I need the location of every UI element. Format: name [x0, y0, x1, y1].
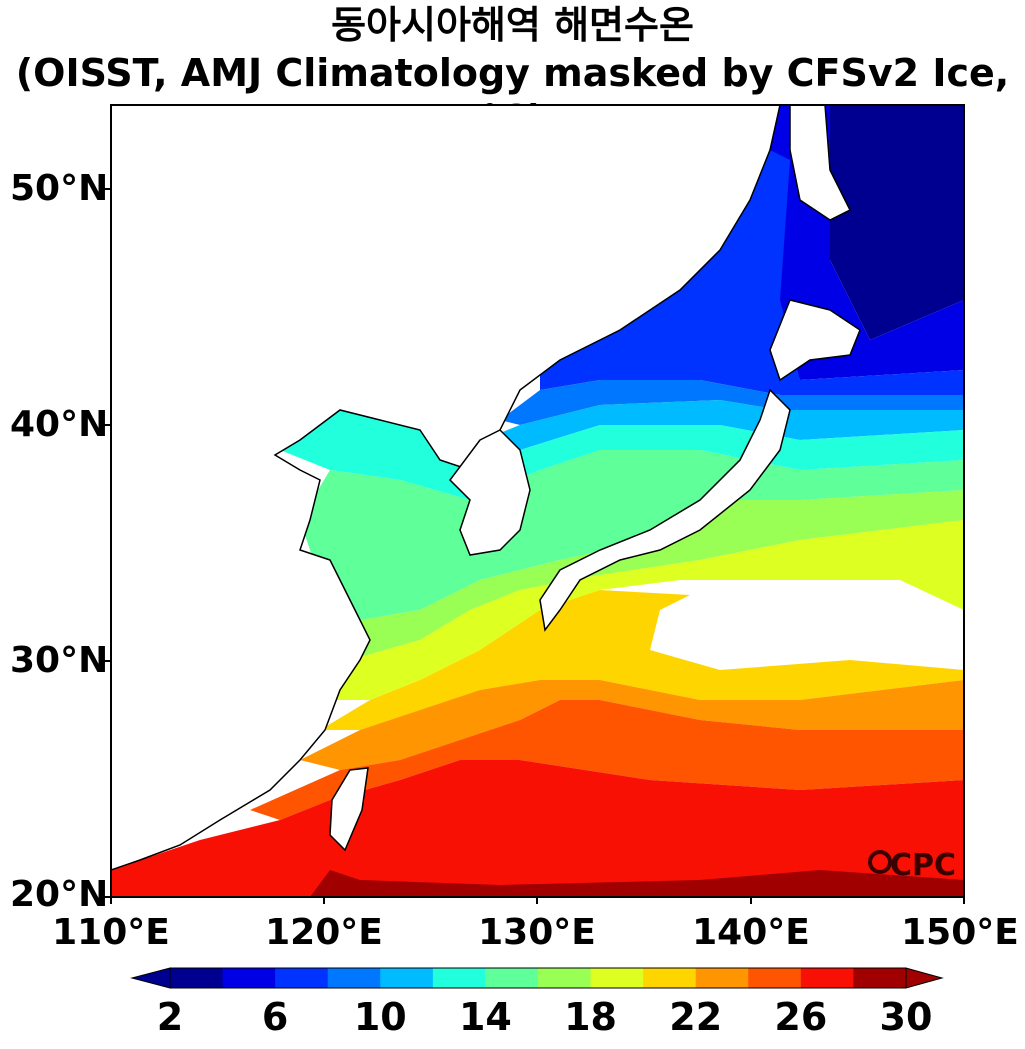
sst-band-6 — [540, 150, 964, 395]
land-china — [111, 105, 781, 871]
colorbar-tick-label: 26 — [774, 995, 828, 1039]
colorbar-tick-label: 10 — [353, 995, 407, 1039]
colorbar-low-extend — [130, 967, 171, 989]
lon-label-150e: 150°E — [901, 912, 1019, 953]
cpc-logo-icon — [868, 850, 892, 874]
colorbar-segment — [853, 968, 907, 988]
axis-ticks — [104, 188, 965, 904]
colorbar-tick-label: 6 — [261, 995, 289, 1039]
sst-band-28 — [310, 870, 964, 897]
sst-band-2 — [830, 105, 964, 340]
colorbar-segment — [222, 968, 276, 988]
sst-band-8 — [500, 380, 964, 425]
sst-band-14 — [300, 450, 964, 620]
sst-band-22 — [300, 680, 964, 770]
colorbar-segment — [590, 968, 644, 988]
colorbar-segment — [380, 968, 434, 988]
sst-band-24 — [250, 700, 964, 820]
map-subtitle: (OISST, AMJ Climatology masked by CFSv2 … — [15, 51, 1010, 141]
colorbar-segment — [327, 968, 381, 988]
colorbar-tick-label: 30 — [879, 995, 933, 1039]
colorbar-segment — [538, 968, 592, 988]
land-hokkaido — [769, 299, 861, 382]
land-japan — [539, 388, 791, 632]
colorbar-segment — [695, 968, 749, 988]
map-title: 동아시아해역 해면수온 — [331, 3, 694, 47]
colorbar-segment — [748, 968, 802, 988]
lon-label-140e: 140°E — [692, 912, 810, 953]
land-taiwan — [329, 767, 369, 852]
lon-label-110e: 110°E — [52, 912, 170, 953]
colorbar-frame — [169, 967, 907, 989]
lon-label-130e: 130°E — [478, 912, 596, 953]
colorbar — [130, 967, 944, 989]
colorbar-tick-label: 2 — [156, 995, 184, 1039]
colorbar-high-extend — [905, 967, 944, 989]
lat-label-20n: 20°N — [10, 874, 109, 915]
colorbar-segment — [170, 968, 224, 988]
sst-band-26 — [111, 760, 964, 897]
sst-band-10 — [495, 400, 964, 450]
sst-band-18 — [330, 520, 964, 700]
colorbar-segment — [432, 968, 486, 988]
colorbar-tick-label: 22 — [669, 995, 723, 1039]
colorbar-tick-label: 18 — [564, 995, 618, 1039]
colorbar-segment — [485, 968, 539, 988]
sst-band-20 — [320, 580, 964, 730]
colorbar-segment — [643, 968, 697, 988]
lat-label-30n: 30°N — [10, 640, 109, 681]
lat-label-40n: 40°N — [10, 404, 109, 445]
lat-label-50n: 50°N — [10, 168, 109, 209]
lon-label-120e: 120°E — [265, 912, 383, 953]
land-korea — [449, 429, 531, 556]
sst-band-16 — [330, 490, 964, 660]
colorbar-segment — [275, 968, 329, 988]
sst-field — [111, 105, 964, 897]
colorbar-tick-label: 14 — [458, 995, 512, 1039]
land-sakhalin — [789, 105, 852, 221]
cpc-watermark: CPC — [890, 848, 956, 883]
colorbar-segment — [800, 968, 854, 988]
